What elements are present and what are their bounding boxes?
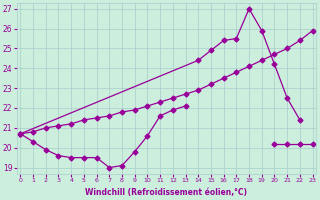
X-axis label: Windchill (Refroidissement éolien,°C): Windchill (Refroidissement éolien,°C) bbox=[85, 188, 247, 197]
